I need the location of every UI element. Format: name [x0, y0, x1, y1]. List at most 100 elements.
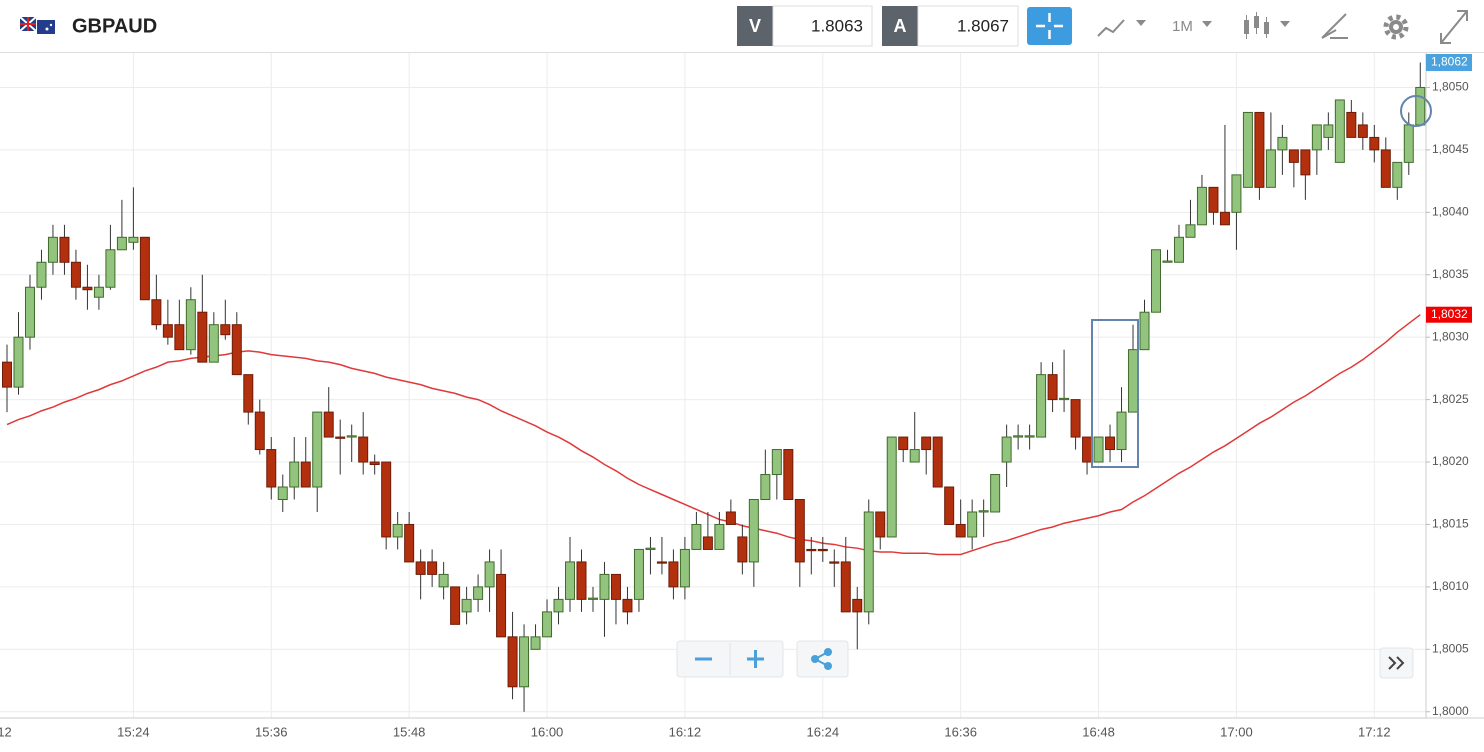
candle-style-button[interactable]	[1244, 12, 1290, 39]
candle-body	[300, 461, 311, 488]
candle-body	[656, 561, 667, 564]
fullscreen-button[interactable]	[1440, 10, 1468, 44]
candle-body	[1196, 186, 1207, 226]
x-tick-label: 16:36	[944, 724, 977, 739]
x-tick-label: 15:12	[0, 724, 12, 739]
candle-body	[289, 461, 300, 488]
axes: 1,8000 1,8005 1,8010 1,8015 1,8020 1,8025 1,80…	[0, 54, 1472, 739]
settings-button[interactable]	[1383, 14, 1409, 40]
candle-body	[599, 573, 610, 600]
buy-price-box[interactable]	[917, 5, 1019, 47]
candle-body	[1369, 136, 1380, 151]
y-tick-label: 1,8025	[1432, 392, 1469, 406]
y-tick-label: 1,8005	[1432, 641, 1469, 655]
candle-body	[484, 561, 495, 588]
candle-body	[553, 598, 564, 613]
candle-body	[955, 523, 966, 538]
candle-body	[1001, 436, 1012, 463]
candle-body	[185, 299, 196, 351]
candle-body	[794, 498, 805, 563]
flag-icon	[19, 16, 55, 34]
x-tick-label: 17:12	[1358, 724, 1391, 739]
candle-body	[1047, 374, 1058, 401]
y-tick-label: 1,8050	[1432, 80, 1469, 94]
candle-body	[461, 598, 472, 613]
y-tick-label: 1,8045	[1432, 142, 1469, 156]
candle-body	[921, 436, 932, 451]
candle-body	[852, 598, 863, 613]
zoom-in-button[interactable]	[747, 650, 764, 668]
candle-body	[760, 474, 771, 500]
x-tick-label: 16:00	[531, 724, 564, 739]
candle-body	[875, 511, 886, 538]
candle-body	[1346, 111, 1357, 138]
candle-body	[829, 561, 840, 564]
scroll-end-button[interactable]	[1388, 656, 1405, 670]
candle-body	[806, 548, 817, 552]
candle-body	[748, 498, 759, 563]
candle-body	[13, 336, 24, 388]
candle-body	[1254, 111, 1265, 188]
candle-body	[24, 286, 35, 338]
x-tick-label: 15:36	[255, 724, 288, 739]
candle-body	[36, 261, 47, 288]
candle-body	[622, 598, 633, 613]
candle-body	[909, 449, 920, 463]
candle-body	[1151, 249, 1161, 313]
candle-body	[369, 461, 380, 466]
share-button[interactable]	[811, 648, 832, 670]
y-tick-label: 1,8040	[1432, 204, 1469, 218]
x-tick-label: 15:24	[117, 724, 150, 739]
candle-body	[1323, 124, 1334, 138]
x-tick-label: 16:24	[807, 724, 840, 739]
buy-label: A	[894, 16, 907, 36]
zoom-controls	[676, 640, 1414, 679]
candle-body	[783, 449, 794, 500]
candle-body	[1070, 399, 1081, 438]
chart-type-button[interactable]	[1097, 19, 1146, 37]
sell-price: 1.8063	[811, 16, 863, 35]
crosshair-button[interactable]	[1027, 7, 1072, 45]
sell-price-box[interactable]	[772, 5, 873, 47]
candle-body	[530, 636, 541, 650]
sell-button[interactable]	[737, 6, 773, 46]
candle-body	[610, 573, 621, 600]
candle-body	[1392, 161, 1403, 188]
x-tick-label: 16:48	[1082, 724, 1115, 739]
highlight-circle	[1400, 95, 1432, 127]
candle-body	[1185, 224, 1196, 238]
timeframe: 1M	[1172, 18, 1193, 35]
candle-body	[944, 486, 955, 525]
last-price-tag	[1426, 54, 1472, 71]
candle-body	[1024, 435, 1035, 438]
candle-body	[702, 536, 713, 550]
crosshair-icon	[1036, 13, 1063, 39]
candle-body	[990, 474, 1001, 513]
buy-button[interactable]	[882, 6, 918, 46]
candle-body	[1288, 149, 1299, 163]
candle-body	[358, 436, 369, 463]
share-box	[796, 640, 849, 678]
highlight-box	[1091, 319, 1139, 468]
candle-body	[427, 561, 438, 575]
drawing-button[interactable]	[1321, 13, 1348, 39]
candle-body	[47, 236, 58, 263]
candle-body	[725, 511, 736, 525]
y-tick-label: 1,8020	[1432, 454, 1469, 468]
candle-body	[565, 561, 576, 600]
candle-body	[174, 324, 185, 351]
candle-body	[381, 461, 392, 538]
candle-body	[1082, 436, 1093, 463]
candle-body	[404, 523, 415, 563]
candle-body	[1277, 136, 1288, 151]
candle-body	[277, 486, 288, 500]
candle-body	[208, 324, 219, 363]
candle-body	[668, 561, 679, 588]
candle-body	[323, 411, 334, 438]
grid	[0, 53, 1426, 718]
candle-body	[128, 236, 139, 243]
timeframe-button[interactable]: 1M	[1172, 18, 1212, 35]
candle-body	[898, 436, 909, 451]
candle-body	[1219, 211, 1230, 226]
